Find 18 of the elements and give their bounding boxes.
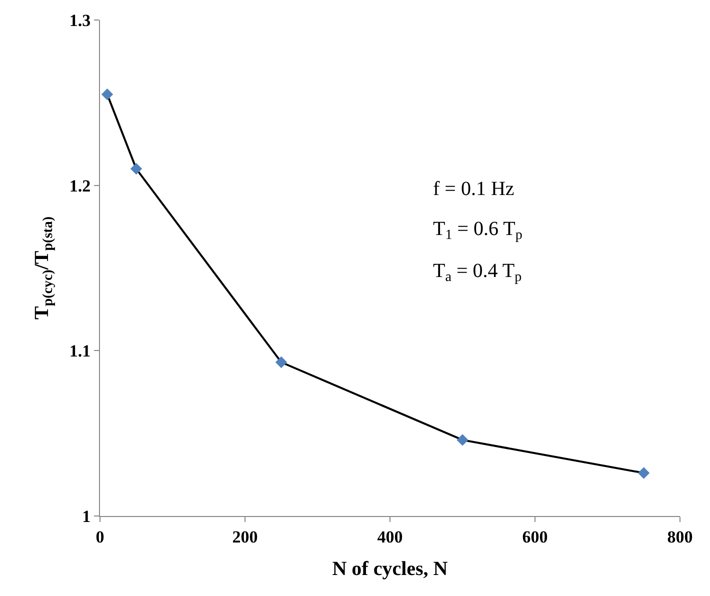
- x-tick-label: 600: [522, 527, 548, 546]
- y-tick-label: 1.1: [69, 342, 91, 361]
- x-tick-label: 800: [667, 527, 693, 546]
- y-tick-label: 1.2: [69, 176, 91, 196]
- x-tick-label: 200: [232, 527, 258, 546]
- point: [275, 356, 288, 368]
- x-tick-label: 0: [96, 527, 104, 546]
- x-axis-title: N of cycles, N: [332, 558, 448, 580]
- point: [638, 467, 650, 479]
- y-tick-label: 1: [82, 506, 91, 526]
- annotation: T$_{a}$ = 0.4 T$_{p}$: [433, 260, 522, 286]
- x-tick-label: 400: [377, 527, 403, 546]
- point: [101, 88, 114, 100]
- annotation: f = 0.1 Hz: [433, 178, 514, 200]
- point: [456, 434, 468, 446]
- point: [130, 162, 142, 175]
- annotation: T$_{1}$ = 0.6 T$_{p}$: [433, 218, 522, 244]
- y-tick-label: 1.3: [69, 10, 91, 30]
